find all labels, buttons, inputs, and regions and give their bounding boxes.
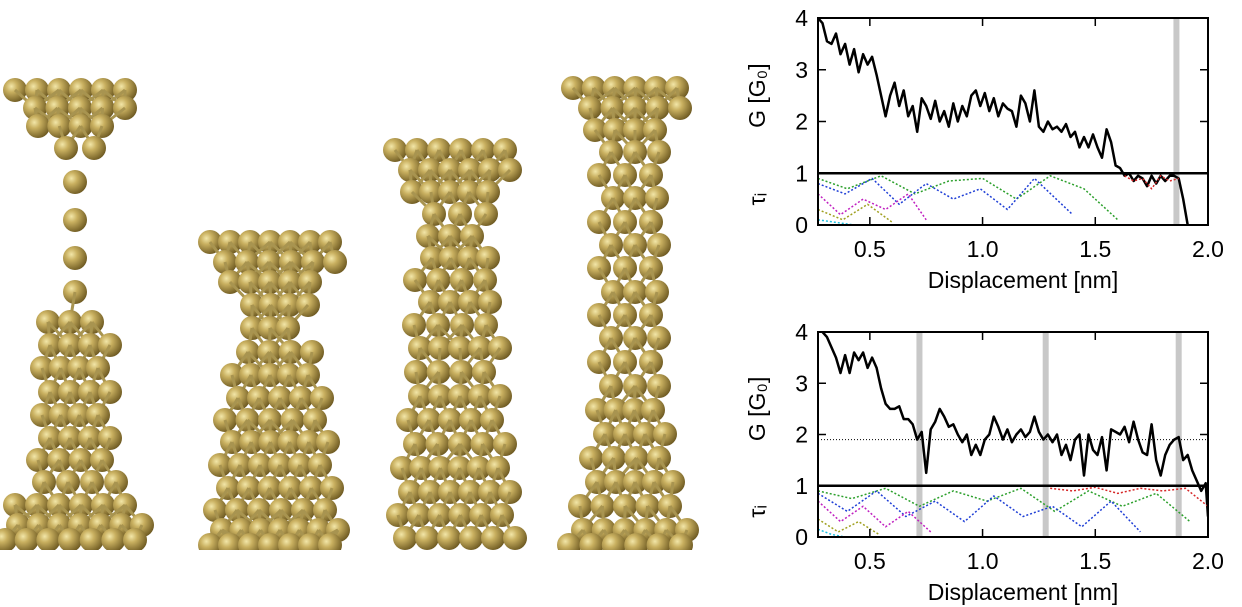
channel-line <box>818 193 927 221</box>
y-axis-label-2: τᵢ <box>744 505 770 518</box>
atom <box>47 114 72 138</box>
y-tick-label: 4 <box>795 319 808 345</box>
y-axis-label: G [G₀] <box>744 63 770 128</box>
atom <box>579 533 604 550</box>
atom <box>323 250 347 274</box>
atom <box>198 533 222 550</box>
chart: 0 1 2 3 4 0.5 1.0 1.5 2.0 Displacement [nm] G [G₀]… <box>744 5 1224 293</box>
atom <box>298 533 322 550</box>
channel-line <box>818 203 893 224</box>
atom <box>481 526 505 550</box>
atom <box>79 528 104 550</box>
channel-line <box>818 490 1141 533</box>
atom <box>26 114 50 138</box>
atom <box>63 246 87 270</box>
y-tick-label: 3 <box>795 57 808 83</box>
atom <box>0 528 17 550</box>
y-tick-label: 1 <box>795 473 808 499</box>
atom <box>14 528 39 550</box>
atom <box>503 526 527 550</box>
x-axis-label: Displacement [nm] <box>928 579 1118 605</box>
y-tick-label: 0 <box>795 524 808 550</box>
x-tick-label: 1.0 <box>967 548 999 574</box>
y-axis-label-2: τᵢ <box>744 193 770 206</box>
atom <box>278 533 302 550</box>
channel-line <box>818 177 1074 216</box>
atom <box>36 528 61 550</box>
channel-line <box>1124 175 1179 190</box>
x-tick-label: 2.0 <box>1192 548 1224 574</box>
channel-line <box>818 175 1119 221</box>
atom <box>54 136 78 160</box>
atom <box>101 528 126 550</box>
y-tick-label: 3 <box>795 370 808 396</box>
x-axis-label: Displacement [nm] <box>928 267 1118 293</box>
x-tick-label: 0.5 <box>854 548 886 574</box>
atom <box>218 533 242 550</box>
channel-line <box>818 528 846 537</box>
atom <box>646 533 671 550</box>
channel-line <box>818 500 932 533</box>
atom <box>415 526 439 550</box>
y-tick-label: 4 <box>795 5 808 31</box>
y-tick-label: 2 <box>795 422 808 448</box>
y-axis-label: G [G₀] <box>744 377 770 442</box>
x-tick-label: 2.0 <box>1192 236 1224 262</box>
channel-line <box>1050 486 1208 507</box>
atom <box>63 170 87 194</box>
x-tick-label: 1.5 <box>1079 236 1111 262</box>
atomic-structures <box>0 76 699 550</box>
atom <box>669 533 693 550</box>
atom <box>557 533 581 550</box>
atom <box>58 528 82 550</box>
atom <box>82 136 106 160</box>
atom <box>668 96 692 120</box>
atom <box>459 526 483 550</box>
y-tick-label: 1 <box>795 160 808 186</box>
atom <box>393 526 417 550</box>
plot-frame <box>817 17 1209 226</box>
channel-line <box>818 487 1191 523</box>
atom <box>318 533 342 550</box>
atom <box>258 533 282 550</box>
chart: 0 1 2 3 4 0.5 1.0 1.5 2.0 Displacement [nm] G [G₀]… <box>744 319 1224 605</box>
atom <box>437 526 461 550</box>
x-tick-label: 0.5 <box>854 236 886 262</box>
x-tick-label: 1.0 <box>967 236 999 262</box>
y-tick-label: 2 <box>795 109 808 135</box>
atom <box>624 533 649 550</box>
atom <box>601 533 626 550</box>
conductance-line <box>818 18 1189 225</box>
conductance-line <box>821 332 1208 517</box>
atom <box>63 208 87 232</box>
x-tick-label: 1.5 <box>1079 548 1111 574</box>
atom <box>123 528 147 550</box>
y-tick-label: 0 <box>795 212 808 238</box>
atom <box>238 533 262 550</box>
